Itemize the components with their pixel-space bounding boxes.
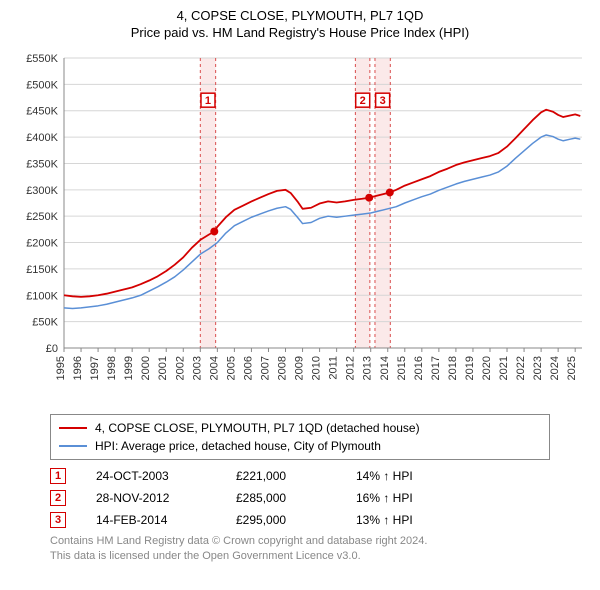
svg-text:1996: 1996 — [72, 356, 84, 380]
footer-line1: Contains HM Land Registry data © Crown c… — [50, 534, 570, 549]
line-chart: £0 £50K £100K £150K £200K £250K £300K £350K £400… — [10, 48, 590, 408]
sale-price: £295,000 — [236, 513, 326, 527]
sale-marker: 3 — [50, 512, 66, 528]
svg-text:2002: 2002 — [174, 356, 186, 380]
sale-price: £285,000 — [236, 491, 326, 505]
svg-text:3: 3 — [380, 95, 386, 107]
svg-text:2020: 2020 — [481, 356, 493, 380]
sales-row: 2 28-NOV-2012 £285,000 16% ↑ HPI — [50, 490, 590, 506]
legend: 4, COPSE CLOSE, PLYMOUTH, PL7 1QD (detac… — [50, 414, 550, 460]
svg-text:£150K: £150K — [26, 264, 58, 276]
svg-text:2019: 2019 — [464, 356, 476, 380]
svg-text:1995: 1995 — [55, 356, 67, 380]
svg-text:2024: 2024 — [549, 356, 561, 380]
svg-text:2005: 2005 — [225, 356, 237, 380]
svg-text:£450K: £450K — [26, 106, 58, 118]
svg-text:£550K: £550K — [26, 53, 58, 65]
svg-text:2014: 2014 — [379, 356, 391, 380]
svg-text:2008: 2008 — [277, 356, 289, 380]
svg-text:£200K: £200K — [26, 238, 58, 250]
sale-diff: 16% ↑ HPI — [356, 491, 446, 505]
svg-text:2015: 2015 — [396, 356, 408, 380]
svg-text:2017: 2017 — [430, 356, 442, 380]
svg-text:2025: 2025 — [566, 356, 578, 380]
svg-text:1998: 1998 — [106, 356, 118, 380]
svg-text:2009: 2009 — [294, 356, 306, 380]
sales-row: 3 14-FEB-2014 £295,000 13% ↑ HPI — [50, 512, 590, 528]
svg-text:2016: 2016 — [413, 356, 425, 380]
attribution: Contains HM Land Registry data © Crown c… — [50, 534, 570, 564]
sale-date: 14-FEB-2014 — [96, 513, 206, 527]
svg-text:£100K: £100K — [26, 290, 58, 302]
sale-date: 24-OCT-2003 — [96, 469, 206, 483]
sale-diff: 14% ↑ HPI — [356, 469, 446, 483]
svg-text:2001: 2001 — [157, 356, 169, 380]
svg-text:2010: 2010 — [311, 356, 323, 380]
svg-text:2000: 2000 — [140, 356, 152, 380]
svg-text:2004: 2004 — [208, 356, 220, 380]
svg-text:£300K: £300K — [26, 185, 58, 197]
svg-text:2003: 2003 — [191, 356, 203, 380]
svg-text:2: 2 — [360, 95, 366, 107]
svg-text:2018: 2018 — [447, 356, 459, 380]
title: 4, COPSE CLOSE, PLYMOUTH, PL7 1QD — [10, 8, 590, 23]
svg-text:2012: 2012 — [345, 356, 357, 380]
svg-text:£250K: £250K — [26, 211, 58, 223]
svg-text:2021: 2021 — [498, 356, 510, 380]
svg-text:£0: £0 — [46, 343, 58, 355]
sale-marker: 1 — [50, 468, 66, 484]
chart-card: 4, COPSE CLOSE, PLYMOUTH, PL7 1QD Price … — [0, 0, 600, 590]
sale-date: 28-NOV-2012 — [96, 491, 206, 505]
sales-table: 1 24-OCT-2003 £221,000 14% ↑ HPI 2 28-NOV-201… — [50, 468, 590, 528]
subtitle: Price paid vs. HM Land Registry's House … — [10, 25, 590, 40]
svg-text:1: 1 — [205, 95, 211, 107]
svg-text:£350K: £350K — [26, 158, 58, 170]
svg-text:£50K: £50K — [32, 317, 58, 329]
legend-swatch — [59, 445, 87, 447]
svg-text:1997: 1997 — [89, 356, 101, 380]
svg-text:1999: 1999 — [123, 356, 135, 380]
svg-text:2013: 2013 — [362, 356, 374, 380]
legend-row: HPI: Average price, detached house, City… — [59, 437, 541, 455]
sale-diff: 13% ↑ HPI — [356, 513, 446, 527]
svg-text:£400K: £400K — [26, 132, 58, 144]
legend-label: HPI: Average price, detached house, City… — [95, 437, 381, 455]
svg-text:2007: 2007 — [259, 356, 271, 380]
legend-label: 4, COPSE CLOSE, PLYMOUTH, PL7 1QD (detac… — [95, 419, 420, 437]
svg-text:£500K: £500K — [26, 79, 58, 91]
legend-swatch — [59, 427, 87, 429]
svg-text:2022: 2022 — [515, 356, 527, 380]
svg-text:2006: 2006 — [242, 356, 254, 380]
svg-text:2023: 2023 — [532, 356, 544, 380]
sales-row: 1 24-OCT-2003 £221,000 14% ↑ HPI — [50, 468, 590, 484]
legend-row: 4, COPSE CLOSE, PLYMOUTH, PL7 1QD (detac… — [59, 419, 541, 437]
footer-line2: This data is licensed under the Open Gov… — [50, 549, 570, 564]
sale-price: £221,000 — [236, 469, 326, 483]
svg-text:2011: 2011 — [328, 356, 340, 380]
sale-marker: 2 — [50, 490, 66, 506]
chart-area: £0 £50K £100K £150K £200K £250K £300K £350K £400… — [10, 48, 590, 408]
